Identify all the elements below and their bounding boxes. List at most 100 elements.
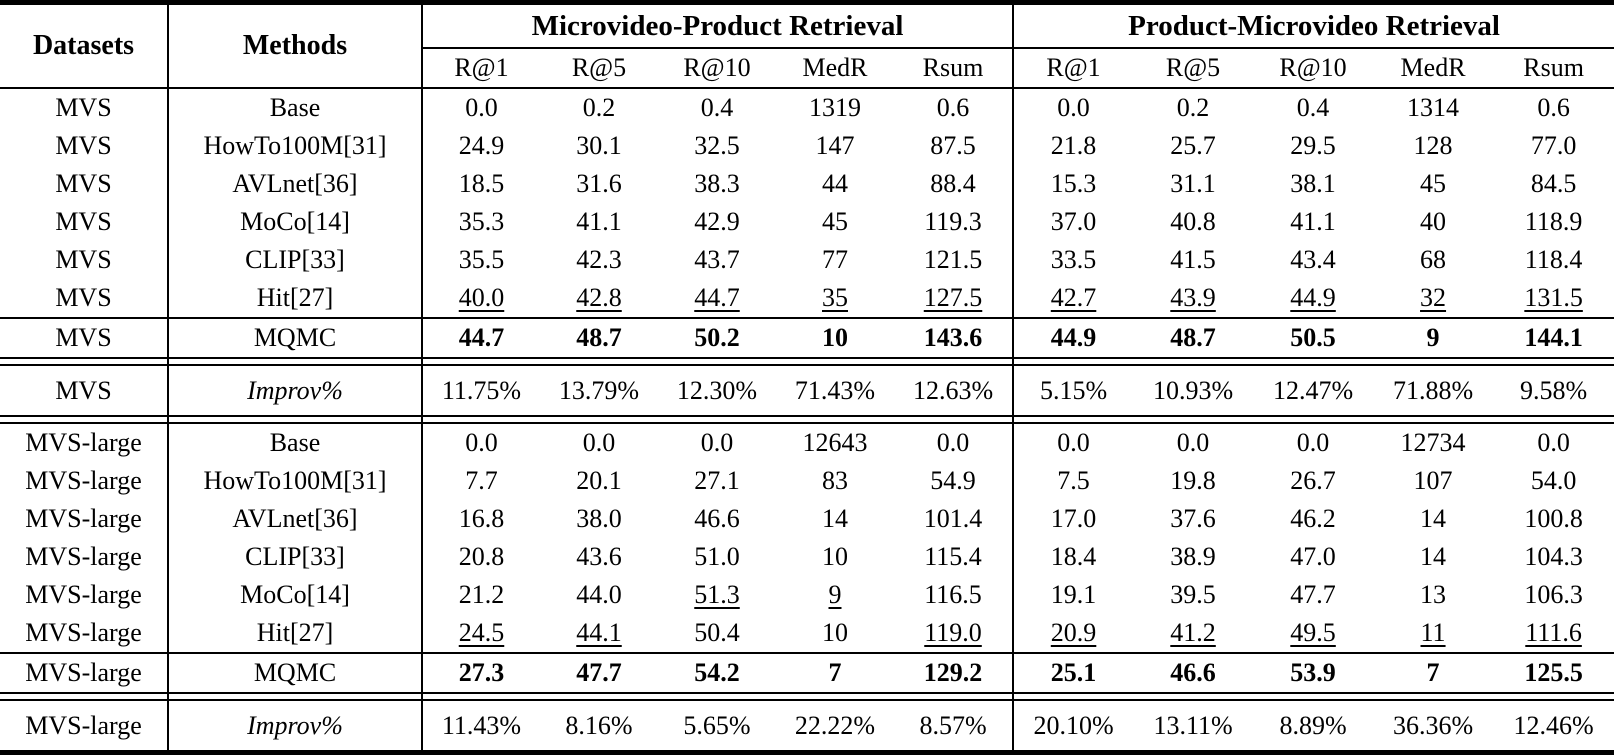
value-cell: 44.9 <box>1013 317 1134 358</box>
table-row: MVS-large HowTo100M[31] 7.7 20.1 27.1 83 54.9 7… <box>0 462 1614 500</box>
value-cell: 8.16% <box>565 710 633 740</box>
value-cell: 46.6 <box>694 504 740 533</box>
value-cell: 50.5 <box>1253 317 1374 358</box>
dataset-cell: MVS-large <box>0 462 169 500</box>
value-cell: 54.9 <box>894 462 1015 500</box>
value-cell: 127.5 <box>894 279 1015 318</box>
value-cell: 44.7 <box>422 317 540 358</box>
value-cell: 42.3 <box>576 245 622 274</box>
dataset-cell: MVS-large <box>0 576 169 614</box>
value-cell: 18.4 <box>1050 542 1097 571</box>
spacer-cell <box>1013 357 1614 366</box>
value-cell: 50.4 <box>694 618 740 647</box>
value-cell: 119.0 <box>894 614 1015 653</box>
value-cell: 42.7 <box>1050 283 1097 312</box>
value-cell: 0.0 <box>582 428 616 457</box>
value-cell: 41.2 <box>1170 618 1216 647</box>
value-cell: 35.5 <box>458 245 505 274</box>
value-cell: 100.8 <box>1524 504 1583 533</box>
spacer-cell <box>0 692 169 701</box>
value-cell: 41.5 <box>1170 245 1216 274</box>
value-cell: 21.2 <box>458 580 505 609</box>
value-cell: 44.7 <box>694 283 740 312</box>
value-cell: 51.0 <box>694 542 740 571</box>
method-cell: Base <box>168 88 423 127</box>
value-cell: 7 <box>1373 652 1494 693</box>
value-cell: 9.58% <box>1519 375 1588 405</box>
value-cell: 47.7 <box>540 652 658 693</box>
double-rule-spacer <box>0 357 1614 366</box>
value-cell: 84.5 <box>1530 169 1577 198</box>
value-cell: 87.5 <box>894 127 1015 165</box>
method-cell: Hit[27] <box>168 279 423 318</box>
value-cell: 9 <box>1373 317 1494 358</box>
spacer-cell <box>0 415 169 424</box>
value-cell: 24.9 <box>458 131 505 160</box>
value-cell: 44 <box>822 169 848 198</box>
dataset-cell: MVS-large <box>0 500 169 538</box>
value-cell: 71.88% <box>1392 375 1474 405</box>
value-cell: 40.8 <box>1170 207 1216 236</box>
value-cell: 38.0 <box>576 504 622 533</box>
value-cell: 31.6 <box>576 169 622 198</box>
value-cell: 33.5 <box>1050 245 1097 274</box>
dataset-cell: MVS <box>0 317 169 358</box>
value-cell: 13.11% <box>1153 710 1233 740</box>
col-header-r10: R@10 <box>658 48 776 89</box>
value-cell: 14 <box>822 504 848 533</box>
method-cell: AVLnet[36] <box>168 500 423 538</box>
col-header-rsum: Rsum <box>894 48 1015 89</box>
value-cell: 30.1 <box>576 131 622 160</box>
table-row: MVS Base 0.0 0.2 0.4 1319 0.6 0.0 0.2 0.4 1314 0.6 <box>0 88 1614 127</box>
spacer-cell <box>422 357 1015 366</box>
col-header-medr: MedR <box>1373 48 1494 89</box>
value-cell: 11 <box>1420 618 1446 647</box>
table-row: MVS-large MQMC 27.3 47.7 54.2 7 129.2 25.1 46.6 5… <box>0 652 1614 693</box>
value-cell: 118.4 <box>1524 245 1583 274</box>
value-cell: 125.5 <box>1493 652 1614 693</box>
double-rule-spacer <box>0 415 1614 424</box>
value-cell: 12.63% <box>894 365 1015 416</box>
value-cell: 5.65% <box>683 710 751 740</box>
dataset-cell: MVS <box>0 127 169 165</box>
dataset-cell: MVS-large <box>0 538 169 576</box>
value-cell: 8.57% <box>894 700 1015 753</box>
method-cell: Hit[27] <box>168 614 423 653</box>
dataset-cell: MVS <box>0 279 169 318</box>
col-header-r5: R@5 <box>540 48 658 89</box>
value-cell: 44.0 <box>576 580 622 609</box>
method-cell: HowTo100M[31] <box>168 127 423 165</box>
value-cell: 46.2 <box>1290 504 1336 533</box>
value-cell: 12643 <box>802 428 868 457</box>
value-cell: 111.6 <box>1525 618 1582 647</box>
value-cell: 22.22% <box>794 710 876 740</box>
value-cell: 26.7 <box>1290 466 1336 495</box>
table-row: MVS Improv% 11.75% 13.79% 12.30% 71.43% 12.63%… <box>0 365 1614 416</box>
value-cell: 46.6 <box>1133 652 1254 693</box>
value-cell: 10 <box>822 542 848 571</box>
value-cell: 0.2 <box>582 93 616 122</box>
value-cell: 121.5 <box>894 241 1015 279</box>
value-cell: 0.4 <box>700 93 734 122</box>
value-cell: 107 <box>1413 466 1453 495</box>
method-cell: MoCo[14] <box>168 576 423 614</box>
value-cell: 37.6 <box>1170 504 1216 533</box>
col-header-datasets: Datasets <box>0 2 169 89</box>
method-cell: HowTo100M[31] <box>168 462 423 500</box>
value-cell: 0.6 <box>894 88 1015 127</box>
value-cell: 38.3 <box>694 169 740 198</box>
value-cell: 54.2 <box>658 652 776 693</box>
dataset-cell: MVS-large <box>0 614 169 653</box>
dataset-cell: MVS-large <box>0 700 169 753</box>
table-row: MVS Hit[27] 40.0 42.8 44.7 35 127.5 42.7 43.9 44.… <box>0 279 1614 318</box>
table-row: MVS MQMC 44.7 48.7 50.2 10 143.6 44.9 48.7 50.5 9 1… <box>0 317 1614 358</box>
value-cell: 38.9 <box>1170 542 1216 571</box>
value-cell: 32.5 <box>694 131 740 160</box>
group-header-product-microvideo: Product-Microvideo Retrieval <box>1013 2 1614 49</box>
value-cell: 119.3 <box>894 203 1015 241</box>
group-header-microvideo-product: Microvideo-Product Retrieval <box>422 2 1015 49</box>
value-cell: 11.43% <box>441 710 522 740</box>
value-cell: 0.4 <box>1296 93 1330 122</box>
value-cell: 43.7 <box>694 245 740 274</box>
value-cell: 20.10% <box>1033 710 1114 740</box>
